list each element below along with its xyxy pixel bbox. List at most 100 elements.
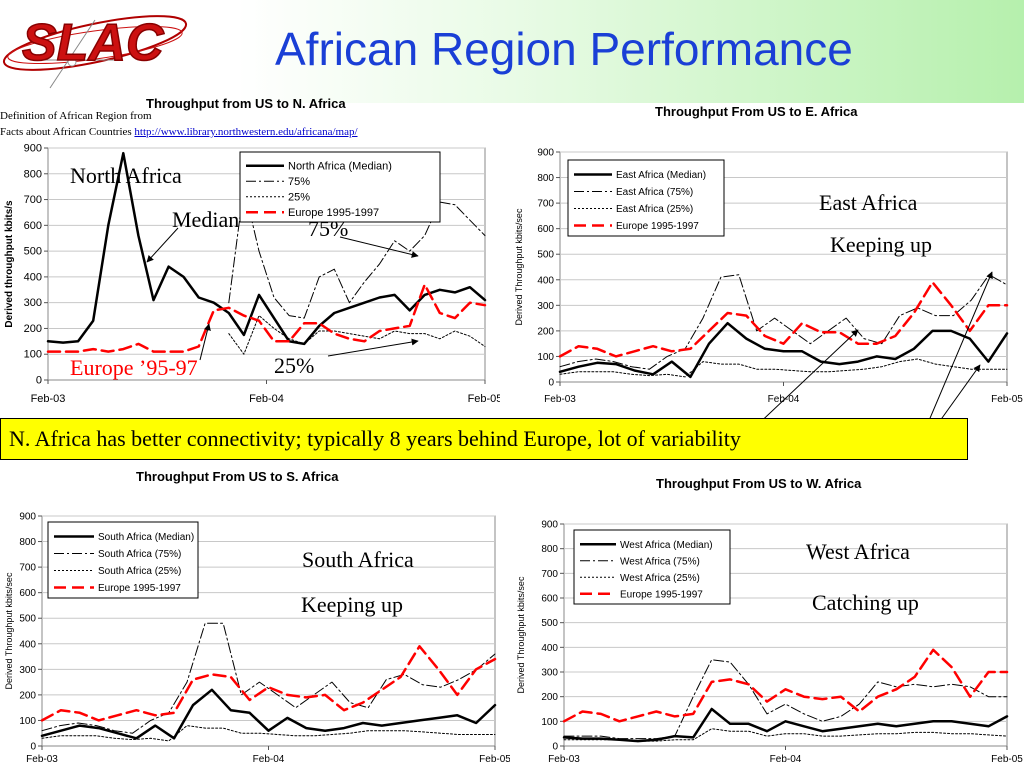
y-tick-label: 700 [537,199,554,210]
y-tick-label: 500 [19,614,36,625]
x-tick-label: Feb-03 [544,394,576,405]
legend-label: South Africa (25%) [98,566,181,577]
y-tick-label: 300 [24,297,42,309]
x-tick-label: Feb-04 [253,754,285,765]
chart-west: 0 100 200 300 400 500 600 700 800 900 Feb-03 Feb-04… [516,520,1023,766]
x-tick-label: Feb-03 [548,754,580,765]
label-west-africa: West Africa [806,539,910,564]
y-tick-label: 300 [541,668,558,679]
definition-source: Facts about African Countries http://www… [0,126,358,138]
y-tick-label: 200 [541,692,558,703]
series-line-3 [40,645,497,722]
legend-label: Europe 1995-1997 [98,583,181,594]
x-tick-label: Feb-03 [31,393,66,405]
label-25pct: 25% [274,353,315,378]
label-east-keeping-up: Keeping up [830,232,933,257]
africana-map-link[interactable]: http://www.library.northwestern.edu/afri… [134,126,358,138]
series-line-0 [46,151,487,346]
y-axis-label: Derived Throughput kbits/sec [4,572,14,689]
y-tick-label: 300 [19,665,36,676]
definition-line: Definition of African Region from [0,110,152,122]
y-tick-label: 100 [24,349,42,361]
logo-orbit-ring-2 [7,26,183,64]
series-line-1 [228,186,486,319]
x-tick-label: Feb-04 [770,754,802,765]
legend-label: West Africa (25%) [620,573,700,584]
y-tick-label: 600 [19,588,36,599]
y-tick-label: 500 [537,250,554,261]
y-tick-label: 400 [537,275,554,286]
y-tick-label: 400 [19,639,36,650]
legend-label: Europe 1995-1997 [620,589,703,600]
y-tick-label: 900 [19,512,36,523]
series-line-1 [563,659,1008,740]
legend-box [567,159,725,237]
chart-east: 0 100 200 300 400 500 600 700 800 900 Feb-03 Feb-04… [514,148,1023,406]
series-line-3 [46,283,487,353]
label-europe: Europe ’95-97 [70,355,198,380]
label-north-africa: North Africa [70,163,182,188]
logo-spark [49,19,96,89]
y-tick-label: 600 [541,594,558,605]
label-south-keeping-up: Keeping up [301,592,404,617]
y-tick-label: 0 [36,375,42,387]
label-east-africa: East Africa [819,190,918,215]
legend-label: East Africa (75%) [616,187,693,198]
legend-box [47,521,199,599]
y-tick-label: 900 [537,148,554,159]
y-tick-label: 0 [552,742,558,753]
legend-label: West Africa (Median) [620,540,713,551]
y-axis-label: Derived Throughput kbits/sec [514,208,524,325]
y-tick-label: 900 [24,143,42,155]
chart-title-south: Throughput From US to S. Africa [136,469,339,484]
legend-label: Europe 1995-1997 [288,207,379,219]
y-tick-label: 200 [24,323,42,335]
y-tick-label: 300 [537,301,554,312]
y-tick-label: 100 [537,352,554,363]
y-tick-label: 500 [541,618,558,629]
series-line-3 [562,648,1009,723]
x-tick-label: Feb-05 [991,754,1023,765]
y-tick-label: 600 [537,224,554,235]
legend-label: South Africa (75%) [98,549,181,560]
legend-label: South Africa (Median) [98,532,194,543]
legend-label: East Africa (Median) [616,170,706,181]
legend-label: 75% [288,176,310,188]
chart-south: 0 100 200 300 400 500 600 700 800 900 Feb-03 Feb-04… [4,512,510,766]
legend-label: East Africa (25%) [616,204,693,215]
series-line-1 [559,274,1008,370]
y-tick-label: 400 [541,643,558,654]
chart-title-west: Throughput From US to W. Africa [656,476,862,491]
y-tick-label: 800 [541,544,558,555]
x-tick-label: Feb-04 [249,393,284,405]
label-75pct: 75% [308,216,349,241]
y-tick-label: 700 [541,569,558,580]
page-title: African Region Performance [275,23,853,75]
definition-source-label: Facts about African Countries [0,126,135,138]
y-tick-label: 200 [19,690,36,701]
y-tick-label: 100 [541,717,558,728]
y-axis-label: Derived Throughput kbits/sec [516,576,526,693]
logo-orbit-ring [2,15,188,71]
y-tick-label: 100 [19,716,36,727]
series-line-2 [228,315,486,355]
logo-star [67,57,77,67]
series-line-0 [40,688,497,740]
y-tick-label: 200 [537,326,554,337]
y-tick-label: 700 [24,194,42,206]
y-tick-label: 400 [24,271,42,283]
logo-text: SLAC [22,14,165,72]
y-tick-label: 800 [19,537,36,548]
y-tick-label: 0 [30,742,36,753]
x-tick-label: Feb-04 [768,394,800,405]
x-tick-label: Feb-03 [26,754,58,765]
summary-banner: N. Africa has better connectivity; typic… [0,418,968,460]
chart-title-north: Throughput from US to N. Africa [146,96,346,111]
y-tick-label: 800 [537,173,554,184]
y-tick-label: 600 [24,220,42,232]
series-line-1 [41,622,496,734]
y-tick-label: 900 [541,520,558,531]
label-median: Median [172,207,240,232]
y-tick-label: 700 [19,563,36,574]
chart-title-east: Throughput From US to E. Africa [655,104,858,119]
